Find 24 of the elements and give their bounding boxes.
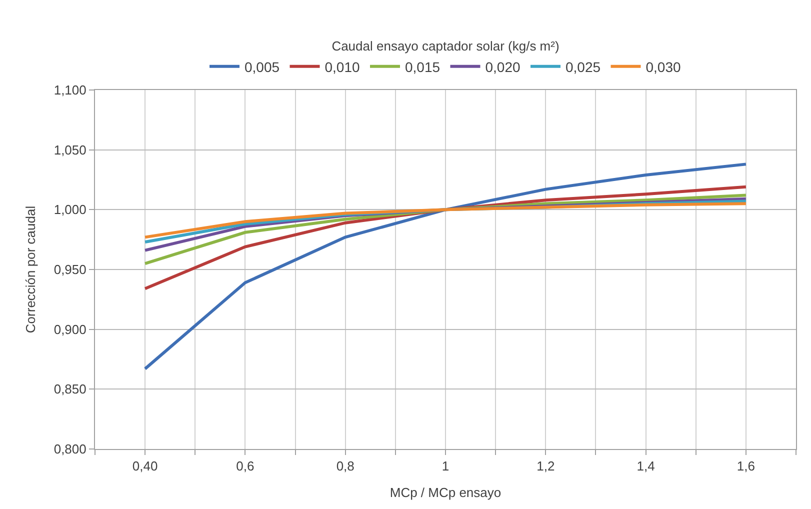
legend-label: 0,025: [565, 58, 601, 75]
y-tick-label: 1,000: [54, 202, 86, 218]
x-tick-label: 1,2: [536, 458, 555, 474]
y-tick-label: 1,100: [54, 82, 86, 98]
legend-label: 0,010: [324, 58, 360, 75]
x-tick-label: 0,40: [132, 458, 158, 474]
x-tick-label: 0,6: [236, 458, 254, 474]
x-axis-title: MCp / MCp ensayo: [390, 485, 502, 500]
legend-title: Caudal ensayo captador solar (kg/s m²): [332, 38, 560, 54]
line-series: [144, 162, 748, 370]
y-tick-label: 0,950: [54, 262, 86, 278]
legend-label: 0,005: [244, 58, 280, 75]
y-tick-label: 0,850: [54, 382, 86, 397]
x-tick-label: 0,8: [336, 458, 354, 474]
legend-label: 0,030: [646, 58, 681, 75]
x-tick-label: 1,4: [636, 458, 655, 474]
x-tick-label: 1: [442, 458, 450, 474]
x-tick-label: 1,6: [736, 458, 755, 474]
legend-label: 0,015: [404, 58, 440, 75]
y-tick-label: 0,900: [54, 322, 86, 337]
y-tick-label: 1,050: [54, 142, 86, 158]
y-axis-title: Corrección por caudal: [22, 206, 38, 334]
y-tick-label: 0,800: [54, 442, 86, 457]
legend-label: 0,020: [485, 58, 520, 75]
